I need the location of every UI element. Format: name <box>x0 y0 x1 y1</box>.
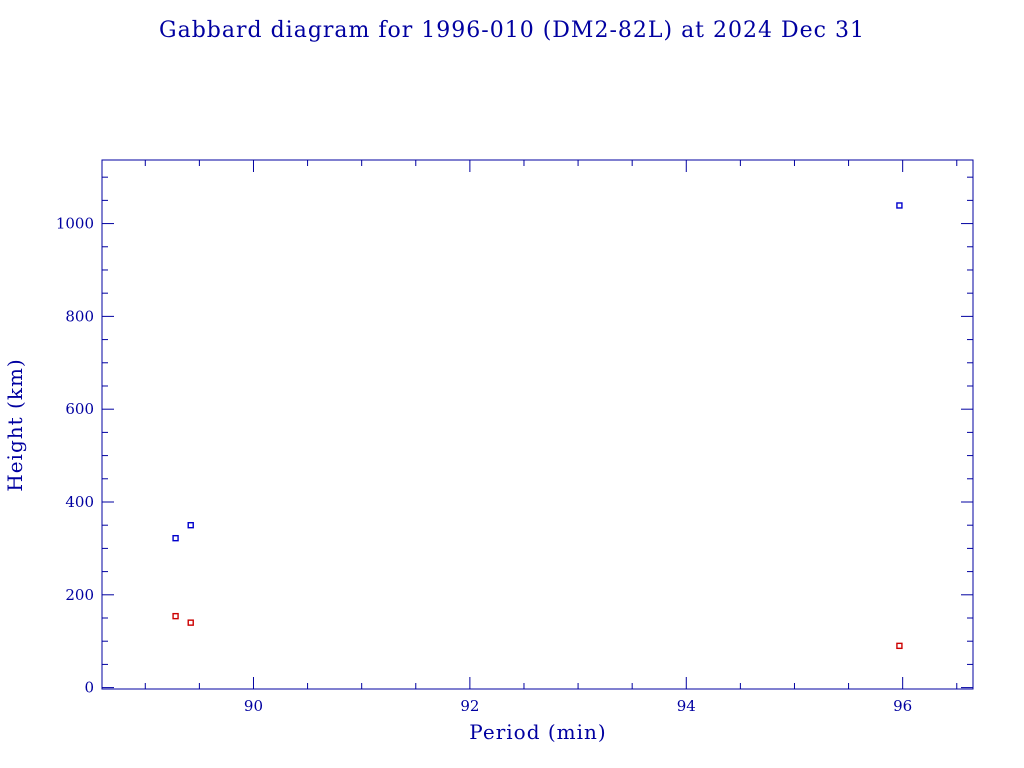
chart-title: Gabbard diagram for 1996-010 (DM2-82L) a… <box>159 18 865 43</box>
perigee-point <box>896 642 903 650</box>
x-tick-label: 96 <box>893 697 912 715</box>
y-tick-label: 0 <box>84 679 94 697</box>
y-tick-label: 400 <box>65 493 94 511</box>
y-tick-label: 600 <box>65 400 94 418</box>
apogee-point <box>896 202 903 209</box>
perigee-point <box>172 612 179 620</box>
x-tick-label: 90 <box>244 697 263 715</box>
plot-frame <box>101 159 974 690</box>
y-tick-label: 1000 <box>56 215 94 233</box>
apogee-point <box>187 521 194 529</box>
x-tick-label: 92 <box>460 697 479 715</box>
y-tick-label: 200 <box>65 586 94 604</box>
plot-axes: 90 92 94 96 0 200 400 600 800 1000 <box>56 159 974 715</box>
apogee-point <box>172 534 179 542</box>
data-points <box>172 202 903 650</box>
x-axis-label: Period (min) <box>469 720 606 744</box>
y-tick-label: 800 <box>65 307 94 325</box>
y-axis-label: Height (km) <box>3 358 27 491</box>
perigee-point <box>187 619 194 626</box>
x-tick-label: 94 <box>677 697 696 715</box>
